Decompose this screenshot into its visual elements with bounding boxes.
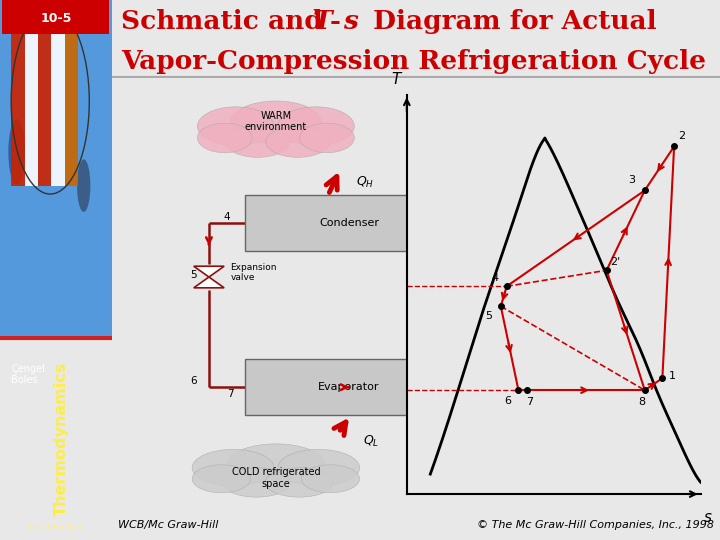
Text: 3: 3 [461,212,468,221]
Text: 2': 2' [611,258,621,267]
Text: WARM
environment: WARM environment [245,111,307,132]
Bar [12,33,24,186]
Ellipse shape [300,123,354,153]
Ellipse shape [278,107,354,146]
Text: 8: 8 [638,397,645,407]
Bar [38,33,51,186]
Text: © The Mc Graw-Hill Companies, Inc., 1998: © The Mc Graw-Hill Companies, Inc., 1998 [477,520,714,530]
Text: 6: 6 [504,396,510,407]
Text: T: T [312,9,332,35]
Bar [24,33,38,186]
Ellipse shape [9,119,25,185]
Text: Diagram for Actual: Diagram for Actual [364,9,657,35]
Text: 4: 4 [491,273,498,284]
Text: Compressor: Compressor [472,357,530,367]
Bar [65,33,78,186]
Text: WCB/Mc Graw-Hill: WCB/Mc Graw-Hill [117,520,218,530]
Text: Vapor-Compression Refrigeration Cycle: Vapor-Compression Refrigeration Cycle [121,49,706,73]
Text: $Q_H$: $Q_H$ [356,174,374,190]
Text: s: s [343,9,358,35]
Text: 7: 7 [227,389,233,399]
Text: 7: 7 [526,397,533,407]
Text: Çengel
Boles: Çengel Boles [12,364,45,386]
FancyBboxPatch shape [2,0,109,33]
FancyBboxPatch shape [446,260,556,346]
Ellipse shape [265,468,333,497]
Text: 5: 5 [190,270,197,280]
Text: 1: 1 [513,350,520,360]
Text: 2: 2 [678,131,685,141]
Ellipse shape [192,449,274,486]
Ellipse shape [301,465,359,492]
FancyBboxPatch shape [246,195,452,251]
Text: Condenser: Condenser [319,218,379,228]
Text: 8: 8 [455,389,462,399]
Ellipse shape [77,159,91,212]
Ellipse shape [222,468,290,497]
Text: COLD refrigerated
space: COLD refrigerated space [232,467,320,489]
Text: 4: 4 [224,212,230,221]
FancyBboxPatch shape [246,359,452,415]
Ellipse shape [278,449,359,486]
Text: $W_{in}$: $W_{in}$ [631,296,652,310]
Text: T: T [392,71,401,86]
Ellipse shape [197,107,274,146]
Text: Evaporator: Evaporator [318,382,379,392]
Text: 10-5: 10-5 [40,12,71,25]
Ellipse shape [266,126,330,157]
Text: Third Edition: Third Edition [27,523,84,532]
FancyBboxPatch shape [556,277,598,329]
Ellipse shape [230,101,322,144]
Ellipse shape [197,123,252,153]
Ellipse shape [225,126,289,157]
Text: Expansion
valve: Expansion valve [230,263,276,282]
Ellipse shape [192,465,251,492]
Ellipse shape [228,444,325,484]
Polygon shape [194,266,224,277]
Text: 1: 1 [669,371,676,381]
Text: -: - [330,9,341,35]
Text: 3: 3 [628,176,635,185]
Text: 5: 5 [485,311,492,321]
Text: 2: 2 [510,246,516,256]
Text: 6: 6 [190,376,197,386]
Text: $Q_L$: $Q_L$ [363,434,379,449]
Text: Schmatic and: Schmatic and [121,9,332,35]
Text: Thermodynamics: Thermodynamics [54,362,69,516]
Bar [51,33,65,186]
Polygon shape [194,277,224,288]
Text: s: s [703,510,711,525]
